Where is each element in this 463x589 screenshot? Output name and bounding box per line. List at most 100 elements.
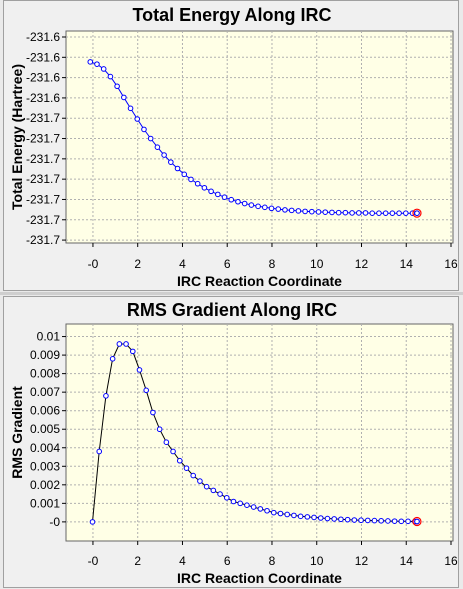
data-point (116, 341, 123, 347)
data-point (282, 207, 288, 213)
x-tick-label: 6 (224, 554, 231, 568)
data-point (297, 513, 304, 520)
data-point (197, 478, 203, 484)
data-point (170, 448, 176, 455)
data-point (275, 206, 282, 212)
energy-chart: Total Energy Along IRC -0 2 4 6 8 10 12 14 16 -231… (9, 5, 458, 289)
y-tick-label: 0.005 (30, 422, 60, 436)
y-tick-label: 0.004 (30, 441, 60, 455)
x-tick-label: 8 (269, 257, 276, 271)
data-point (143, 387, 150, 394)
data-point (396, 210, 402, 216)
data-point (331, 516, 337, 522)
data-point (349, 210, 355, 216)
data-point (150, 409, 156, 416)
x-tick-label: 10 (310, 554, 324, 568)
data-point (129, 348, 136, 355)
y-tick-label: -231.7 (26, 152, 60, 166)
data-point (268, 205, 275, 212)
data-point (156, 426, 163, 433)
data-point (288, 207, 295, 214)
data-point (168, 159, 174, 165)
x-tick-label: 14 (400, 554, 414, 568)
data-point (342, 209, 349, 216)
y-tick-label: -0 (49, 515, 60, 529)
data-point (201, 184, 208, 191)
data-point (221, 194, 228, 200)
data-point (356, 210, 362, 216)
highlighted-point-ring (412, 208, 422, 218)
plot-area (65, 30, 454, 244)
y-tick-label: 0.007 (30, 385, 60, 399)
data-point (103, 393, 109, 399)
data-point (329, 209, 335, 216)
data-point (154, 144, 161, 150)
data-point (270, 509, 277, 516)
data-point (351, 517, 358, 523)
data-point (391, 518, 398, 524)
y-tick-label: -231.6 (26, 50, 60, 64)
y-tick-label: 0.002 (30, 478, 60, 492)
data-point (183, 465, 190, 471)
x-tick-label: -0 (88, 554, 99, 568)
x-tick-label: 2 (134, 257, 141, 271)
data-point (255, 203, 261, 210)
data-point (181, 171, 188, 178)
y-tick-label: -231.7 (26, 192, 60, 206)
data-point (402, 210, 409, 216)
data-point (134, 116, 141, 122)
x-tick-label: 2 (134, 554, 141, 568)
data-point (264, 507, 270, 514)
y-tick-label: 0.009 (30, 348, 60, 362)
panel-divider[interactable] (0, 292, 463, 295)
y-axis-label: Total Energy (Hartree) (9, 64, 25, 210)
y-tick-label: 0.006 (30, 404, 60, 418)
data-point (176, 457, 183, 464)
x-tick-label: 16 (444, 257, 458, 271)
y-tick-label: -231.7 (26, 172, 60, 186)
data-point (324, 515, 331, 522)
data-point (190, 472, 197, 479)
data-point (210, 487, 217, 494)
y-axis-label: RMS Gradient (9, 386, 25, 479)
data-point (109, 355, 116, 362)
data-point (121, 94, 127, 101)
data-point (262, 204, 268, 211)
data-point (100, 66, 107, 72)
data-point (405, 518, 411, 525)
data-point (376, 210, 382, 216)
data-point (127, 105, 134, 112)
data-point (371, 517, 378, 524)
plot-area (65, 323, 454, 542)
data-point (398, 518, 405, 525)
x-tick-label: 10 (310, 257, 324, 271)
y-tick-label: -231.7 (26, 111, 60, 125)
y-tick-label: 0.01 (37, 330, 61, 344)
y-tick-label: 0.003 (30, 459, 60, 473)
data-point (315, 209, 322, 215)
gradient-chart: RMS Gradient Along IRC -0 2 4 6 8 10 12 14 16 -0 0.… (9, 300, 458, 586)
data-point (141, 126, 147, 133)
energy-chart-panel: Total Energy Along IRC -0 2 4 6 8 10 12 14 16 -231… (3, 0, 459, 291)
x-tick-label: 4 (179, 554, 186, 568)
data-point (309, 208, 315, 215)
data-point (136, 367, 143, 373)
x-tick-label: -0 (88, 257, 99, 271)
x-tick-label: 14 (400, 257, 414, 271)
data-point (317, 515, 324, 521)
data-point (235, 198, 241, 205)
data-point (241, 200, 248, 207)
data-point (378, 517, 384, 524)
data-point (311, 514, 317, 521)
data-point (244, 502, 250, 509)
data-point (174, 165, 181, 172)
gradient-chart-panel: RMS Gradient Along IRC -0 2 4 6 8 10 12 14 16 -0 0.… (3, 296, 459, 588)
data-point (338, 516, 344, 523)
data-point (208, 188, 214, 195)
data-point (217, 491, 223, 497)
highlighted-point (414, 210, 420, 216)
data-point (364, 517, 371, 524)
x-axis-label: IRC Reaction Coordinate (177, 570, 342, 586)
x-tick-label: 12 (355, 257, 369, 271)
chart-title: Total Energy Along IRC (132, 5, 331, 25)
